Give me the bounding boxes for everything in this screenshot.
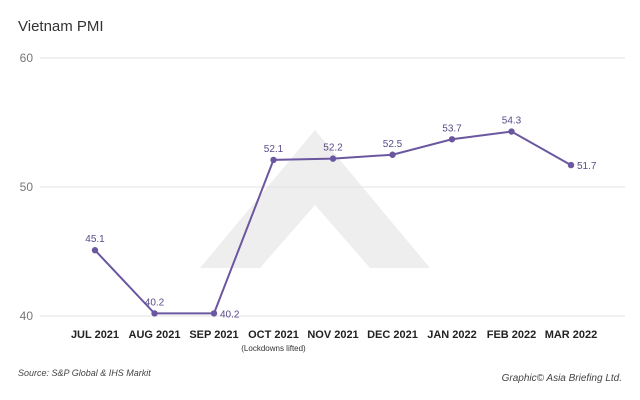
data-point <box>151 310 158 317</box>
source-note: Source: S&P Global & IHS Markit <box>18 368 151 378</box>
graphic-credit: Graphic© Asia Briefing Ltd. <box>502 373 622 384</box>
x-tick-label: FEB 2022 <box>487 329 537 341</box>
chart-title: Vietnam PMI <box>18 18 104 35</box>
data-point <box>567 161 575 169</box>
x-tick-note: (Lockdowns lifted) <box>241 344 306 353</box>
chart-grid <box>40 57 625 317</box>
y-tick-label: 50 <box>20 180 34 194</box>
data-label: 40.2 <box>220 309 240 320</box>
data-labels: 45.1 40.2 40.2 52.1 52.2 52.5 53.7 54.3 51.7 <box>85 116 597 321</box>
x-axis-ticks: JUL 2021 AUG 2021 SEP 2021 OCT 2021 (Lockdow… <box>71 329 597 353</box>
data-label: 52.1 <box>264 144 284 155</box>
data-point <box>91 247 99 254</box>
y-axis-ticks: 40 50 60 <box>20 51 34 323</box>
data-label: 52.5 <box>383 139 403 150</box>
y-tick-label: 40 <box>20 309 34 323</box>
watermark-logo <box>200 130 430 268</box>
data-label: 54.3 <box>502 116 522 127</box>
x-tick-label: SEP 2021 <box>189 329 238 341</box>
data-point <box>210 310 218 317</box>
data-label: 45.1 <box>85 234 105 245</box>
x-tick-label: MAR 2022 <box>545 329 598 341</box>
x-tick-label: AUG 2021 <box>129 329 181 341</box>
x-tick-label: JUL 2021 <box>71 329 119 341</box>
data-label: 51.7 <box>577 161 597 172</box>
data-point <box>448 136 456 143</box>
x-tick-label: OCT 2021 <box>248 329 299 341</box>
y-tick-label: 60 <box>20 51 34 65</box>
series-points <box>91 128 575 317</box>
data-point <box>329 155 337 162</box>
x-tick-label: JAN 2022 <box>427 329 477 341</box>
x-tick-label: DEC 2021 <box>367 329 418 341</box>
data-label: 40.2 <box>145 297 165 308</box>
data-label: 52.2 <box>323 143 343 154</box>
data-point <box>508 128 515 135</box>
data-label: 53.7 <box>442 123 462 134</box>
data-point <box>270 156 277 164</box>
x-tick-label: NOV 2021 <box>307 329 358 341</box>
data-point <box>389 151 396 158</box>
